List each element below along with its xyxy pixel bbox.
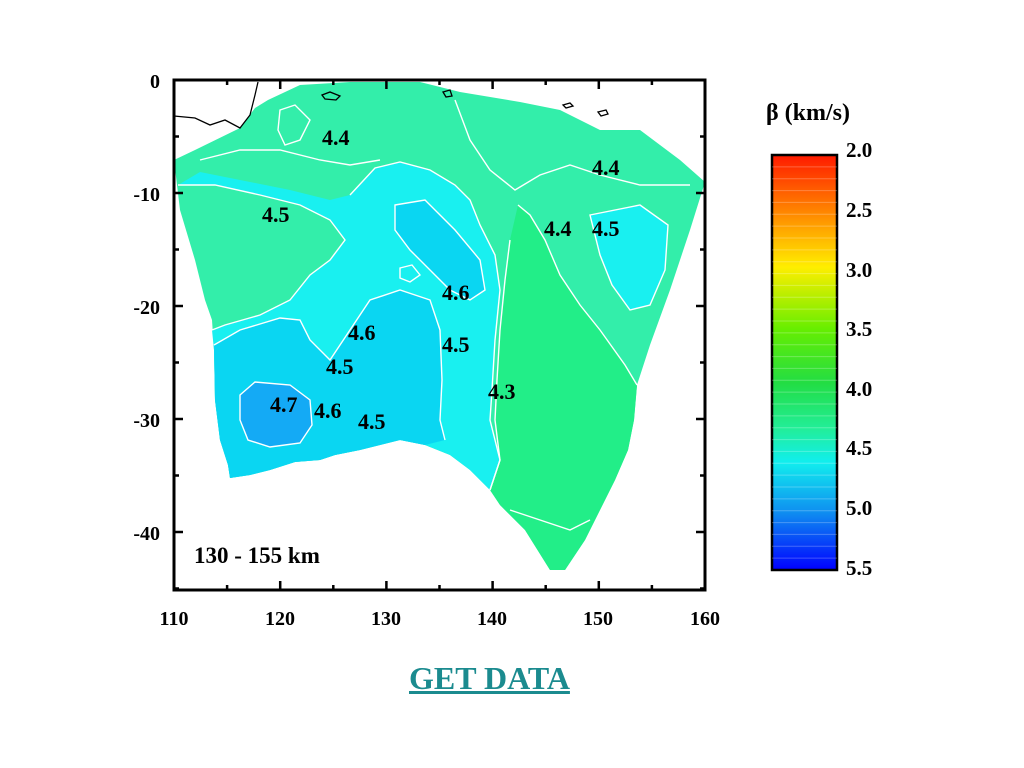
velocity-map-figure: 110 120 130 140 150 160 0 -10 -20 -30 -4… [133, 71, 872, 630]
contour-label: 4.7 [270, 392, 298, 417]
colorbar-label: 4.0 [846, 377, 872, 401]
coastline [174, 81, 259, 129]
x-tick-label: 110 [160, 608, 189, 630]
zone-4-3-east [490, 205, 637, 570]
colorbar-label: 3.5 [846, 317, 872, 341]
x-axis-labels: 110 120 130 140 150 160 [160, 608, 720, 630]
colorbar-label: 3.0 [846, 258, 872, 282]
get-data-link[interactable]: GET DATA [409, 660, 570, 696]
contour-label: 4.3 [488, 379, 516, 404]
contour-line [394, 199, 486, 301]
contour-value-labels: 4.4 4.4 4.5 4.4 4.5 4.6 4.6 4.5 4.5 4.3 … [262, 125, 620, 434]
contour-line [517, 204, 638, 386]
contour-label: 4.6 [348, 320, 376, 345]
colorbar-label: 2.0 [846, 138, 872, 162]
contour-label: 4.5 [592, 216, 620, 241]
y-axis-labels: 0 -10 -20 -30 -40 [133, 71, 160, 545]
contour-label: 4.6 [314, 398, 342, 423]
map-plot-area [174, 81, 705, 570]
depth-range-label: 130 - 155 km [194, 543, 320, 568]
contour-line [489, 239, 511, 491]
x-tick-label: 130 [371, 608, 401, 630]
y-tick-label: -20 [133, 297, 160, 319]
coastlines [174, 81, 609, 129]
coastline [442, 89, 453, 98]
contour-label: 4.5 [262, 202, 290, 227]
y-tick-label: 0 [150, 71, 160, 93]
contour-line [199, 149, 381, 166]
contour-line [454, 99, 690, 191]
colorbar-label: 4.5 [846, 436, 872, 460]
contour-line [399, 264, 422, 283]
contour-label: 4.5 [358, 409, 386, 434]
zone-4-7-southwest [240, 382, 312, 447]
contour-line [178, 184, 346, 331]
contour-line [277, 104, 311, 146]
coastline [596, 109, 609, 117]
zone-4-5-northeast [590, 205, 668, 310]
contour-label: 4.4 [322, 125, 350, 150]
zone-4-6-north [395, 200, 485, 300]
x-tick-label: 120 [265, 608, 295, 630]
coastline [320, 91, 342, 101]
colorbar-title: β (km/s) [766, 100, 850, 126]
contour-line [349, 161, 501, 491]
coastline [561, 102, 575, 109]
colorbar-label: 5.5 [846, 556, 872, 580]
contour-label: 4.5 [326, 354, 354, 379]
contour-label: 4.6 [442, 280, 470, 305]
colorbar-scale [770, 153, 839, 572]
y-tick-label: -40 [133, 523, 160, 545]
contour-label: 4.4 [592, 155, 620, 180]
contour-line [509, 509, 591, 531]
contour-line [239, 381, 313, 448]
contour-line [213, 289, 446, 441]
axis-ticks [172, 78, 707, 590]
colorbar-label: 5.0 [846, 496, 872, 520]
contour-label: 4.4 [544, 216, 572, 241]
contour-line [589, 204, 669, 311]
colorbar-label: 2.5 [846, 198, 872, 222]
contour-lines [178, 99, 690, 531]
colorbar-labels: 2.0 2.5 3.0 3.5 4.0 4.5 5.0 5.5 [846, 138, 872, 580]
y-tick-label: -10 [133, 184, 160, 206]
y-tick-label: -30 [133, 410, 160, 432]
x-tick-label: 140 [477, 608, 507, 630]
colorbar-bands [772, 166, 837, 559]
x-tick-label: 160 [690, 608, 720, 630]
x-tick-label: 150 [583, 608, 613, 630]
contour-label: 4.5 [442, 332, 470, 357]
